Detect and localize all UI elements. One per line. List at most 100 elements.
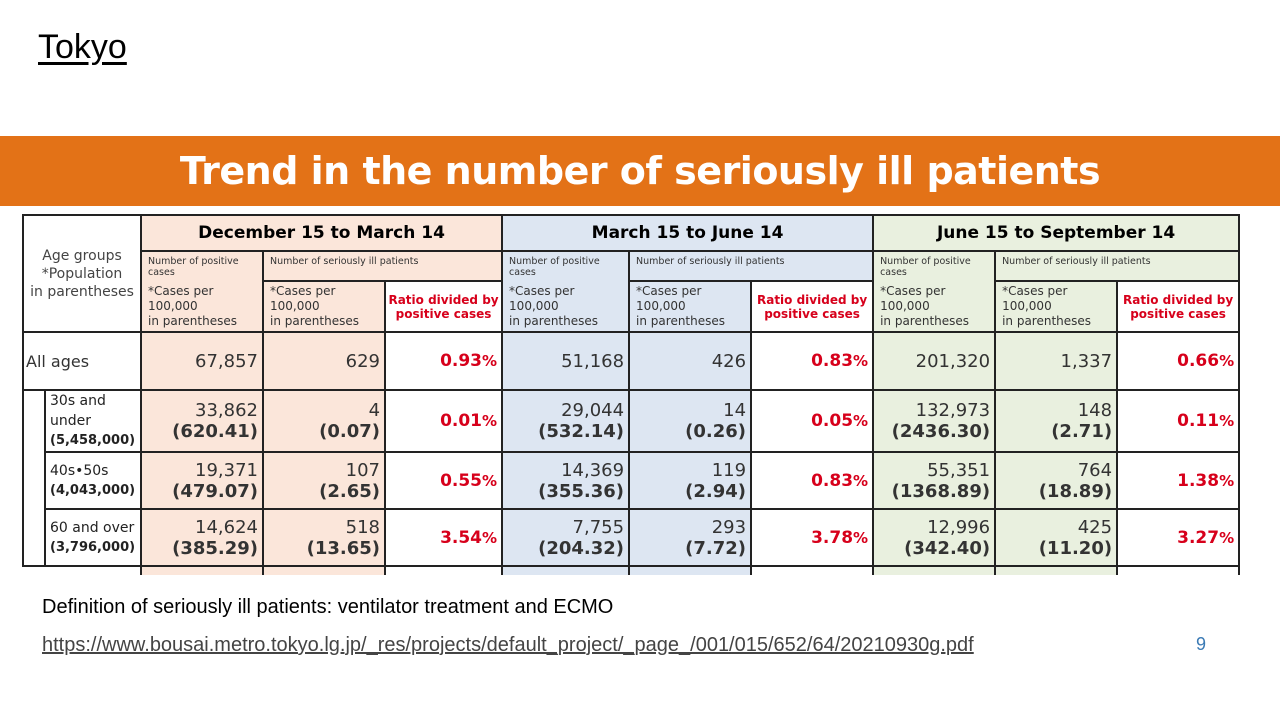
positive-rate: (532.14) xyxy=(538,421,625,442)
serious-count: 4 xyxy=(368,400,381,421)
age-header-line-3: in parentheses xyxy=(30,283,134,300)
ratio-cell: 0.93% xyxy=(384,331,504,391)
positive-rate: (1368.89) xyxy=(891,480,991,502)
slide-title: Tokyo xyxy=(38,28,127,66)
serious-rate: (18.89) xyxy=(1038,480,1113,502)
ratio-value: 0.11 xyxy=(1177,411,1220,431)
age-header-line-1: Age groups xyxy=(42,247,122,264)
positive-cell: 7,755 (204.32) xyxy=(501,508,631,567)
serious-cell: 629 xyxy=(262,331,387,391)
serious-cell: 107 (2.65) xyxy=(262,451,387,510)
table-row-all-ages: All ages 67,857 629 0.93% 51,168 426 0.8… xyxy=(21,331,1241,391)
serious-rate: (11.20) xyxy=(1038,537,1113,559)
serious-rate: (0.26) xyxy=(685,421,747,442)
tail-cell xyxy=(262,565,387,575)
ratio-value: 3.27 xyxy=(1177,527,1220,548)
positive-cell: 132,973 (2436.30) xyxy=(872,389,997,453)
indent-spacer xyxy=(22,509,46,566)
positive-rate: (355.36) xyxy=(538,480,625,502)
positive-cases-header: Number of positive cases *Cases per 100,… xyxy=(872,250,997,333)
serious-cell: 426 xyxy=(628,331,753,391)
positive-cell: 14,624 (385.29) xyxy=(140,508,265,567)
period-header-3: June 15 to September 14 xyxy=(872,214,1241,252)
banner-title: Trend in the number of seriously ill pat… xyxy=(0,136,1280,206)
table-tail-row xyxy=(23,565,1241,575)
positive-cell: 33,862 (620.41) xyxy=(140,389,265,453)
table-row: 60 and over (3,796,000) 14,624 (385.29) 5… xyxy=(22,508,1241,567)
serious-rate: (7.72) xyxy=(685,537,747,559)
seriously-ill-header: Number of seriously ill patients xyxy=(994,250,1241,282)
age-group-label: 40s•50s xyxy=(50,462,109,479)
table-row: 30s and under (5,458,000) 33,862 (620.41)… xyxy=(22,389,1241,453)
ratio-value: 0.93 xyxy=(440,351,483,371)
positive-cell: 29,044 (532.14) xyxy=(501,389,631,453)
ratio-cell: 3.27% xyxy=(1116,508,1241,567)
ratio-cell: 0.83% xyxy=(750,331,875,391)
ratio-header-line: Ratio divided by xyxy=(388,292,499,307)
positive-cell: 51,168 xyxy=(501,331,631,391)
age-group-cell: 60 and over (3,796,000) xyxy=(43,508,143,567)
positive-count: 12,996 xyxy=(927,516,991,538)
positive-cases-header: Number of positive cases *Cases per 100,… xyxy=(140,250,265,333)
period-header-2: March 15 to June 14 xyxy=(501,214,875,252)
ratio-value: 1.38 xyxy=(1177,470,1220,491)
ratio-header-line: positive cases xyxy=(764,306,860,321)
pct-sign: % xyxy=(482,412,498,430)
serious-cell: 425 (11.20) xyxy=(994,508,1119,567)
serious-rate: (2.71) xyxy=(1051,421,1113,442)
serious-rate: (0.07) xyxy=(319,421,381,442)
period-header-1: December 15 to March 14 xyxy=(140,214,504,252)
tail-cell xyxy=(384,565,504,575)
population-value: (4,043,000) xyxy=(50,482,136,498)
sub-header-note: in parentheses xyxy=(1002,314,1092,328)
ratio-value: 0.66 xyxy=(1177,351,1220,371)
serious-count: 119 xyxy=(711,459,747,481)
ratio-cell: 0.01% xyxy=(384,389,504,453)
pct-sign: % xyxy=(853,528,869,547)
sub-header-label: Number of positive cases xyxy=(509,256,600,278)
serious-cell: 764 (18.89) xyxy=(994,451,1119,510)
age-group-label: 30s and under xyxy=(50,393,106,429)
serious-cell: 4 (0.07) xyxy=(262,389,387,453)
sub-header-note: *Cases per 100,000 xyxy=(509,284,575,313)
source-link[interactable]: https://www.bousai.metro.tokyo.lg.jp/_re… xyxy=(42,634,974,656)
ratio-cell: 0.11% xyxy=(1116,389,1241,453)
positive-count: 7,755 xyxy=(572,516,625,538)
positive-cell: 12,996 (342.40) xyxy=(872,508,997,567)
per-100k-note: *Cases per 100,000 in parentheses xyxy=(994,280,1119,333)
age-group-label: 60 and over xyxy=(50,519,135,536)
table-row: 40s•50s (4,043,000) 19,371 (479.07) 107 (2… xyxy=(22,451,1241,510)
ratio-header-line: positive cases xyxy=(1130,306,1226,321)
positive-cell: 67,857 xyxy=(140,331,265,391)
sub-header-note: in parentheses xyxy=(509,314,599,328)
sub-header-note: in parentheses xyxy=(270,314,359,328)
ratio-header-line: Ratio divided by xyxy=(1123,292,1234,307)
pct-sign: % xyxy=(1219,471,1235,490)
definition-text: Definition of seriously ill patients: ve… xyxy=(42,596,614,618)
pct-sign: % xyxy=(1219,412,1235,430)
serious-rate: (2.65) xyxy=(319,480,381,502)
positive-rate: (385.29) xyxy=(172,537,259,559)
serious-count: 764 xyxy=(1077,459,1113,481)
positive-count: 19,371 xyxy=(195,459,259,481)
pct-sign: % xyxy=(853,352,869,370)
sub-header-note: *Cases per 100,000 xyxy=(636,284,702,313)
pct-sign: % xyxy=(482,352,498,370)
ratio-value: 0.05 xyxy=(811,411,854,431)
sub-header-note: *Cases per 100,000 xyxy=(1002,284,1068,313)
positive-cell: 19,371 (479.07) xyxy=(140,451,265,510)
ratio-cell: 0.83% xyxy=(750,451,875,510)
serious-count: 14 xyxy=(723,400,747,421)
serious-cell: 148 (2.71) xyxy=(994,389,1119,453)
ratio-cell: 0.55% xyxy=(384,451,504,510)
seriously-ill-header: Number of seriously ill patients xyxy=(628,250,875,282)
population-value: (5,458,000) xyxy=(50,433,136,448)
tail-cell xyxy=(994,565,1119,575)
sub-header-note: *Cases per 100,000 xyxy=(270,284,336,313)
positive-count: 33,862 xyxy=(195,400,259,421)
positive-count: 14,624 xyxy=(195,516,259,538)
serious-cell: 518 (13.65) xyxy=(262,508,387,567)
serious-rate: (2.94) xyxy=(685,480,747,502)
sub-header-label: Number of positive cases xyxy=(880,256,971,278)
positive-cell: 14,369 (355.36) xyxy=(501,451,631,510)
